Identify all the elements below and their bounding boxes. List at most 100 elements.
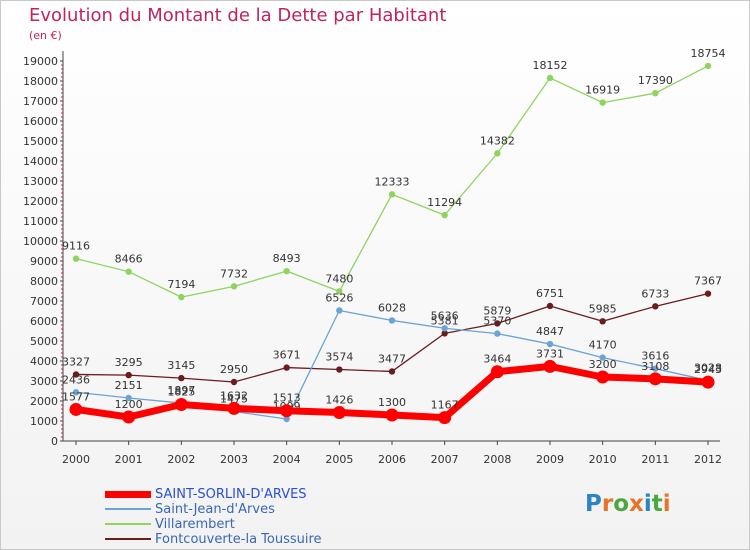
x-tick-label: 2000 — [62, 453, 90, 466]
data-label: 3108 — [641, 360, 669, 373]
x-tick-label: 2005 — [325, 453, 353, 466]
data-label: 3616 — [641, 350, 669, 363]
data-point — [441, 330, 448, 337]
legend-label: Fontcouverte-la Toussuire — [155, 532, 322, 547]
data-point — [704, 62, 712, 70]
data-point — [72, 371, 80, 378]
y-tick-label: 11000 — [23, 215, 58, 228]
data-point — [230, 378, 238, 386]
data-point — [652, 90, 659, 97]
data-point — [441, 325, 448, 332]
data-point — [441, 211, 448, 219]
data-point — [125, 371, 132, 379]
x-tick-label: 2008 — [483, 453, 511, 466]
data-label: 1632 — [220, 389, 248, 402]
data-point — [546, 302, 554, 310]
data-label: 2151 — [115, 379, 143, 392]
data-label: 3574 — [325, 351, 353, 364]
data-point — [336, 288, 343, 295]
legend-item: Saint-Jean-d'Arves — [105, 502, 405, 517]
data-label: 7194 — [167, 278, 195, 291]
data-point — [230, 283, 238, 290]
x-tick-label: 2007 — [431, 453, 459, 466]
x-tick-label: 2012 — [694, 453, 722, 466]
data-label: 2436 — [62, 373, 90, 386]
data-point — [178, 293, 185, 301]
data-point — [388, 191, 396, 198]
legend-label: Saint-Jean-d'Arves — [155, 502, 275, 517]
data-label: 5636 — [431, 309, 459, 322]
legend-swatch — [105, 491, 151, 498]
data-point — [494, 330, 501, 337]
data-label: 1200 — [115, 398, 143, 411]
y-tick-label: 4000 — [30, 355, 58, 368]
data-label: 17390 — [638, 74, 673, 87]
x-tick-label: 2010 — [589, 453, 617, 466]
y-unit-label: (en €) — [29, 29, 62, 42]
logo-letter: x — [629, 491, 644, 517]
data-label: 1577 — [62, 390, 90, 403]
y-tick-label: 15000 — [23, 135, 58, 148]
data-point — [652, 303, 659, 310]
y-tick-label: 12000 — [23, 195, 58, 208]
data-label: 3464 — [483, 353, 511, 366]
data-point — [599, 354, 606, 361]
data-point — [69, 402, 83, 416]
data-point — [72, 389, 80, 396]
y-tick-label: 17000 — [23, 95, 58, 108]
data-point — [546, 74, 554, 82]
data-label: 3145 — [167, 359, 195, 372]
y-tick-label: 6000 — [30, 315, 58, 328]
data-label: 4847 — [536, 325, 564, 338]
legend-item: Fontcouverte-la Toussuire — [105, 532, 405, 547]
data-label: 5879 — [483, 304, 511, 317]
data-label: 1426 — [325, 393, 353, 406]
y-tick-label: 18000 — [23, 75, 58, 88]
data-point — [122, 410, 136, 424]
data-point — [174, 398, 188, 411]
legend-swatch — [105, 538, 151, 540]
x-tick-label: 2009 — [536, 453, 564, 466]
data-point — [494, 150, 501, 157]
data-label: 7480 — [325, 272, 353, 285]
x-tick-label: 2001 — [115, 453, 143, 466]
y-tick-label: 8000 — [30, 275, 58, 288]
proxiti-logo: Proxiti — [585, 491, 671, 517]
data-label: 6733 — [641, 287, 669, 300]
data-label: 5370 — [483, 315, 511, 328]
data-label: 3671 — [273, 349, 301, 362]
data-point — [283, 415, 290, 423]
y-tick-label: 16000 — [23, 115, 58, 128]
data-point — [701, 375, 715, 389]
data-point — [652, 365, 659, 372]
data-label: 12333 — [375, 175, 410, 188]
data-point — [546, 340, 554, 348]
data-label: 16919 — [585, 84, 620, 97]
data-label: 2950 — [220, 363, 248, 376]
legend-label: Villarembert — [155, 517, 235, 532]
data-label: 5381 — [431, 314, 459, 327]
data-point — [388, 317, 396, 324]
data-label: 14382 — [480, 134, 515, 147]
legend-swatch — [105, 523, 151, 525]
data-label: 3731 — [536, 347, 564, 360]
legend: SAINT-SORLIN-D'ARVES Saint-Jean-d'Arves Vi… — [105, 487, 405, 547]
data-label: 7367 — [694, 275, 722, 288]
data-point — [125, 268, 132, 275]
x-tick-label: 2003 — [220, 453, 248, 466]
data-label: 3327 — [62, 355, 90, 368]
data-point — [704, 290, 712, 297]
data-point — [596, 370, 610, 384]
data-point — [648, 372, 662, 386]
logo-letter: t — [651, 491, 663, 517]
x-tick-label: 2004 — [273, 453, 301, 466]
data-point — [125, 394, 132, 402]
legend-label: SAINT-SORLIN-D'ARVES — [155, 487, 307, 502]
logo-letter: P — [585, 491, 602, 517]
legend-swatch — [105, 508, 151, 510]
data-label: 18152 — [533, 59, 568, 72]
data-label: 9116 — [62, 240, 90, 253]
data-point — [490, 365, 504, 379]
